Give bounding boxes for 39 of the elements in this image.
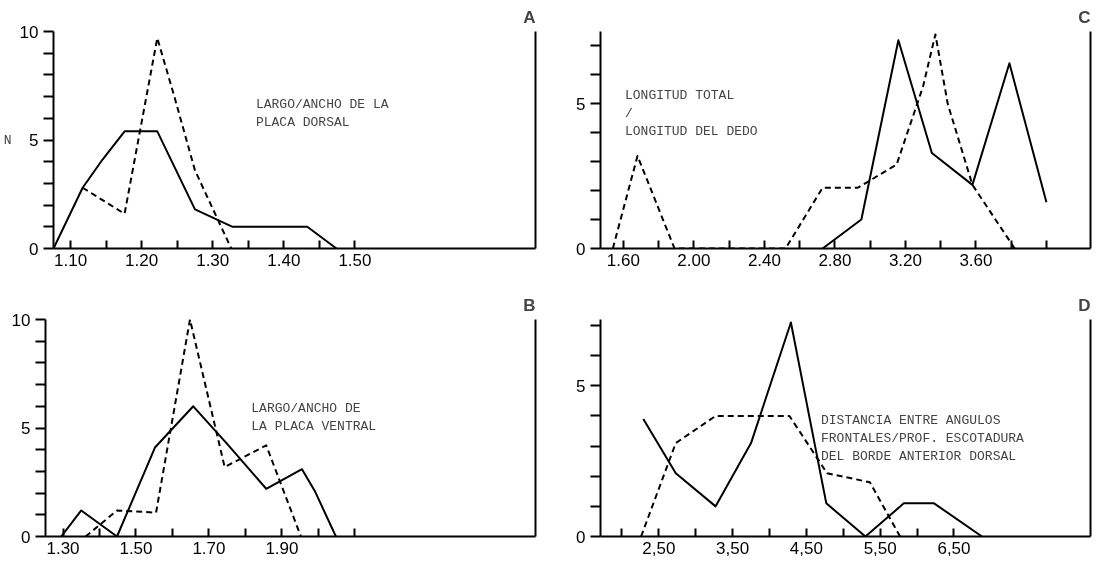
x-tick-label: 1.30 bbox=[196, 250, 230, 270]
y-tick-label: 10 bbox=[19, 22, 39, 42]
x-tick-label: 3.60 bbox=[959, 250, 993, 270]
y-tick-label: 5 bbox=[29, 131, 39, 150]
x-tick-label: 5,50 bbox=[863, 538, 897, 558]
y-tick-label: 5 bbox=[576, 376, 586, 396]
annotation: LARGO/ANCHO DE LA PLACA VENTRAL bbox=[251, 400, 377, 434]
x-tick-label: 2.00 bbox=[677, 250, 711, 270]
x-tick-label: 1.50 bbox=[119, 538, 153, 558]
x-tick-label: 1.60 bbox=[606, 250, 640, 270]
x-tick-label: 1.40 bbox=[267, 250, 301, 270]
chart-title: A bbox=[523, 7, 536, 27]
y-tick-label: 0 bbox=[576, 239, 586, 259]
y-tick-label: 0 bbox=[21, 527, 31, 547]
x-tick-label: 6,50 bbox=[937, 538, 971, 558]
y-tick-label: 5 bbox=[21, 419, 31, 438]
y-tick-label: 10 bbox=[11, 310, 31, 330]
x-tick-label: 2,50 bbox=[642, 538, 676, 558]
x-tick-label: 1.20 bbox=[125, 250, 159, 270]
chart-title: D bbox=[1078, 295, 1091, 315]
x-tick-label: 3.20 bbox=[888, 250, 922, 270]
x-tick-label: 1.70 bbox=[192, 538, 226, 558]
chart-title: C bbox=[1078, 7, 1091, 27]
annotation: LARGO/ANCHO DE LA PLACA DORSAL bbox=[255, 97, 389, 131]
x-tick-label: 1.10 bbox=[54, 250, 88, 270]
x-tick-label: 2.80 bbox=[818, 250, 852, 270]
x-tick-label: 2.40 bbox=[747, 250, 781, 270]
x-tick-label: 1.50 bbox=[338, 250, 372, 270]
annotation: LONGITUD TOTAL / LONGITUD DEL DEDO bbox=[625, 88, 758, 140]
y-tick-label: 0 bbox=[576, 527, 586, 547]
y-axis-title: N bbox=[3, 132, 12, 148]
y-tick-label: 5 bbox=[576, 94, 586, 114]
x-tick-label: 3,50 bbox=[716, 538, 750, 558]
y-tick-label: 0 bbox=[29, 239, 39, 259]
chart-title: B bbox=[523, 295, 536, 315]
x-tick-label: 1.30 bbox=[46, 538, 80, 558]
x-tick-label: 1.90 bbox=[265, 538, 299, 558]
annotation: DISTANCIA ENTRE ANGULOS FRONTALES/PROF. ESCOTADURA DEL BORDE ANTERIOR DORSAL bbox=[821, 413, 1025, 465]
x-tick-label: 4,50 bbox=[789, 538, 823, 558]
